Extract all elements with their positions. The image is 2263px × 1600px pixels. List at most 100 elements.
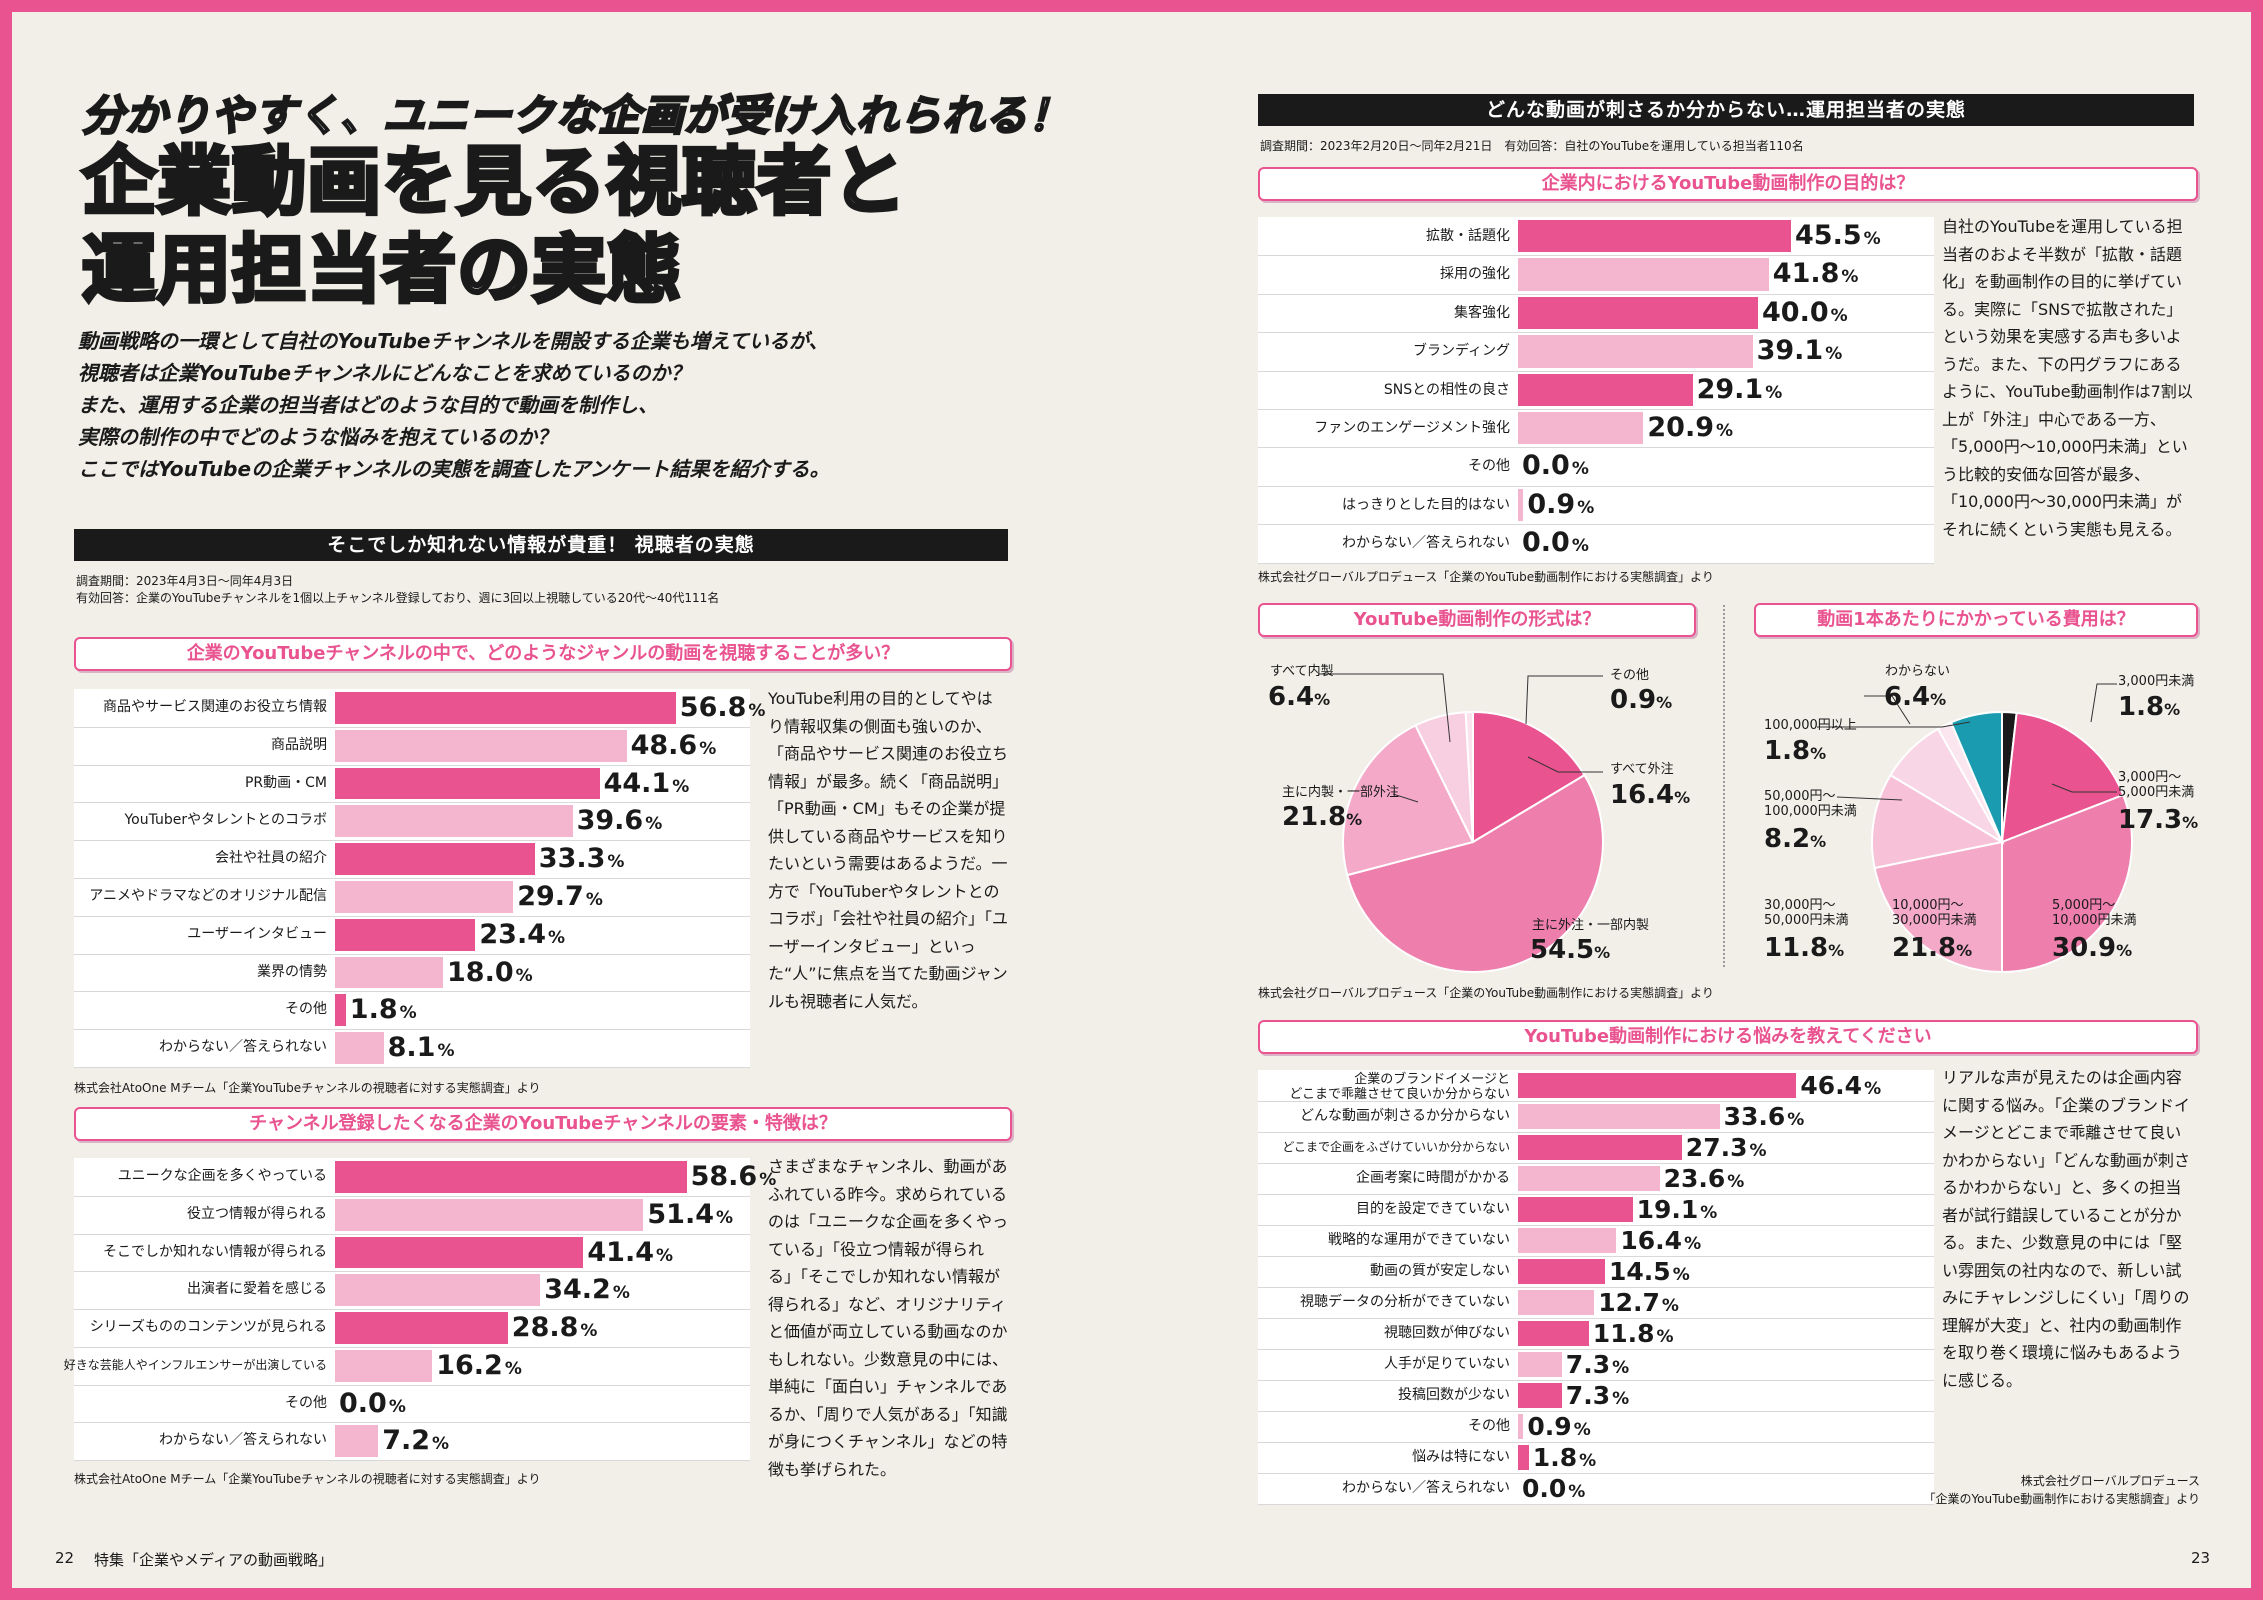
category-label: どんな動画が刺さるか分からない: [1300, 1108, 1510, 1124]
label-line: どこまで乖離させて良いか分からない: [1289, 1087, 1510, 1102]
value-number: 16.4: [1610, 780, 1675, 810]
pie2-value-10000-30000: 21.8%: [1892, 933, 1972, 963]
data-label: 0.0%: [1522, 447, 1589, 488]
percent-sign: %: [1672, 1265, 1690, 1285]
value-number: 0.0: [339, 1387, 387, 1419]
data-label: 11.8%: [1593, 1318, 1674, 1353]
chart-row: わからない／答えられない 0.0%: [1258, 524, 1934, 564]
percent-sign: %: [1684, 1234, 1702, 1254]
chart-row: PR動画・CM 44.1%: [74, 765, 750, 804]
bar: [1518, 1259, 1605, 1284]
value-number: 39.1: [1756, 335, 1824, 367]
percent-sign: %: [1314, 690, 1331, 709]
chart-row: YouTuberやタレントとのコラボ 39.6%: [74, 802, 750, 842]
percent-sign: %: [1656, 693, 1673, 712]
category-label: 企業のブランドイメージと どこまで乖離させて良いか分からない: [1289, 1072, 1510, 1102]
value-number: 41.8: [1772, 258, 1840, 290]
value-number: 7.3: [1565, 1350, 1611, 1379]
chart6-title: YouTube動画制作における悩みを教えてください: [1258, 1020, 2198, 1054]
source-line: 「企業のYouTube動画制作における実態調査」より: [1923, 1492, 2200, 1506]
label-line: 企業のブランドイメージと: [1354, 1072, 1510, 1087]
right-survey-meta: 調査期間：2023年2月20日〜同年2月21日 有効回答：自社のYouTubeを…: [1260, 139, 1804, 153]
pie1-label-other: その他: [1610, 668, 1650, 683]
bar: [1518, 488, 1524, 522]
value-number: 0.0: [1522, 527, 1570, 559]
category-label: 業界の情勢: [257, 963, 327, 980]
label-line: 10,000円未満: [2052, 913, 2137, 928]
pie2-label-5000-10000: 5,000円〜 10,000円未満: [2052, 898, 2137, 928]
data-label: 29.1%: [1697, 371, 1783, 412]
bar: [1518, 1073, 1797, 1098]
left-section-title: そこでしか知れない情報が貴重！ 視聴者の実態: [74, 529, 1008, 561]
chart-row: そこでしか知れない情報が得られる 41.4%: [74, 1234, 750, 1273]
data-label: 51.4%: [647, 1196, 733, 1238]
bar: [1518, 1383, 1562, 1408]
value-number: 6.4: [1884, 682, 1931, 712]
percent-sign: %: [388, 1396, 406, 1417]
percent-sign: %: [2182, 813, 2199, 832]
left-page-number: 22: [55, 1549, 75, 1567]
data-label: 58.6%: [691, 1158, 777, 1200]
data-label: 0.0%: [1522, 1473, 1585, 1508]
bar: [1518, 1228, 1617, 1253]
data-label: 41.8%: [1773, 255, 1859, 296]
left-respondents: 有効回答：企業のYouTubeチャンネルを1個以上チャンネル登録しており、週に3…: [76, 591, 720, 605]
data-label: 41.4%: [587, 1234, 673, 1276]
pie2-leader-unknown: [1864, 695, 1911, 725]
percent-sign: %: [437, 1041, 455, 1062]
percent-sign: %: [1568, 1482, 1586, 1502]
chart3-commentary: 自社のYouTubeを運用している担当者のおよそ半数が「拡散・話題化」を動画制作…: [1942, 217, 2193, 539]
pie2-label-10000-30000: 10,000円〜 30,000円未満: [1892, 898, 1977, 928]
percent-sign: %: [612, 1283, 630, 1304]
percent-sign: %: [1579, 1451, 1597, 1471]
chart-row: わからない／答えられない 0.0%: [1258, 1473, 1934, 1505]
percent-sign: %: [585, 890, 603, 910]
pie2-label-unknown: わからない: [1885, 664, 1951, 679]
chart1-source: 株式会社AtoOne Mチーム「企業YouTubeチャンネルの視聴者に対する実態…: [74, 1081, 541, 1095]
value-number: 30.9: [2052, 933, 2117, 963]
data-label: 39.1%: [1757, 332, 1843, 373]
bar: [335, 1032, 384, 1064]
data-label: 40.0%: [1762, 294, 1848, 335]
percent-sign: %: [1716, 421, 1734, 441]
value-number: 29.7: [517, 881, 584, 912]
value-number: 0.9: [1527, 488, 1576, 520]
pie2-slice-30000-50000: [1871, 773, 2005, 870]
bar: [335, 729, 627, 762]
label-line: 100,000円未満: [1764, 804, 1857, 819]
bar: [1518, 1197, 1633, 1222]
source-line: 株式会社グローバルプロデュース: [2020, 1474, 2200, 1488]
percent-sign: %: [645, 814, 663, 835]
value-number: 45.5: [1795, 220, 1862, 251]
data-label: 1.8%: [350, 991, 417, 1033]
percent-sign: %: [1577, 497, 1595, 518]
chart-row: その他 0.9%: [1258, 1411, 1934, 1443]
pie2-slice-5000-10000: [2001, 793, 2133, 974]
data-label: 29.7%: [517, 878, 603, 920]
data-label: 14.5%: [1609, 1256, 1690, 1291]
value-number: 48.6: [630, 729, 698, 761]
data-label: 28.8%: [512, 1309, 598, 1351]
value-number: 28.8: [511, 1312, 579, 1343]
value-number: 20.9: [1647, 412, 1715, 443]
data-label: 0.9%: [1527, 486, 1594, 527]
bar: [1518, 1445, 1529, 1470]
category-label: その他: [1468, 1418, 1510, 1434]
value-number: 19.1: [1636, 1195, 1699, 1224]
label-line: 50,000円〜: [1764, 789, 1836, 804]
chart-row: 動画の質が安定しない 14.5%: [1258, 1256, 1934, 1288]
pie2-leader-3000-5000: [2051, 783, 2117, 793]
subtitle: 分かりやすく、ユニークな企画が受け入れられる！: [81, 90, 1072, 142]
pie2-label-under3000: 3,000円未満: [2118, 674, 2195, 689]
pie1-slice-mostly-in-house: [1342, 724, 1475, 877]
data-label: 48.6%: [631, 727, 717, 769]
percent-sign: %: [1864, 1079, 1882, 1099]
data-label: 7.2%: [382, 1422, 449, 1464]
chart-row: 好きな芸能人やインフルエンサーが出演している 16.2%: [64, 1347, 750, 1386]
label-line: 50,000円未満: [1764, 913, 1849, 928]
pie2-value-over100000: 1.8%: [1764, 736, 1826, 766]
page-title-line2: 運用担当者の実態: [80, 225, 683, 315]
intro-line: ここではYouTubeの企業チャンネルの実態を調査したアンケート結果を紹介する。: [78, 457, 830, 481]
category-label: 企画考案に時間がかかる: [1356, 1170, 1510, 1186]
value-number: 1.8: [1532, 1443, 1578, 1472]
